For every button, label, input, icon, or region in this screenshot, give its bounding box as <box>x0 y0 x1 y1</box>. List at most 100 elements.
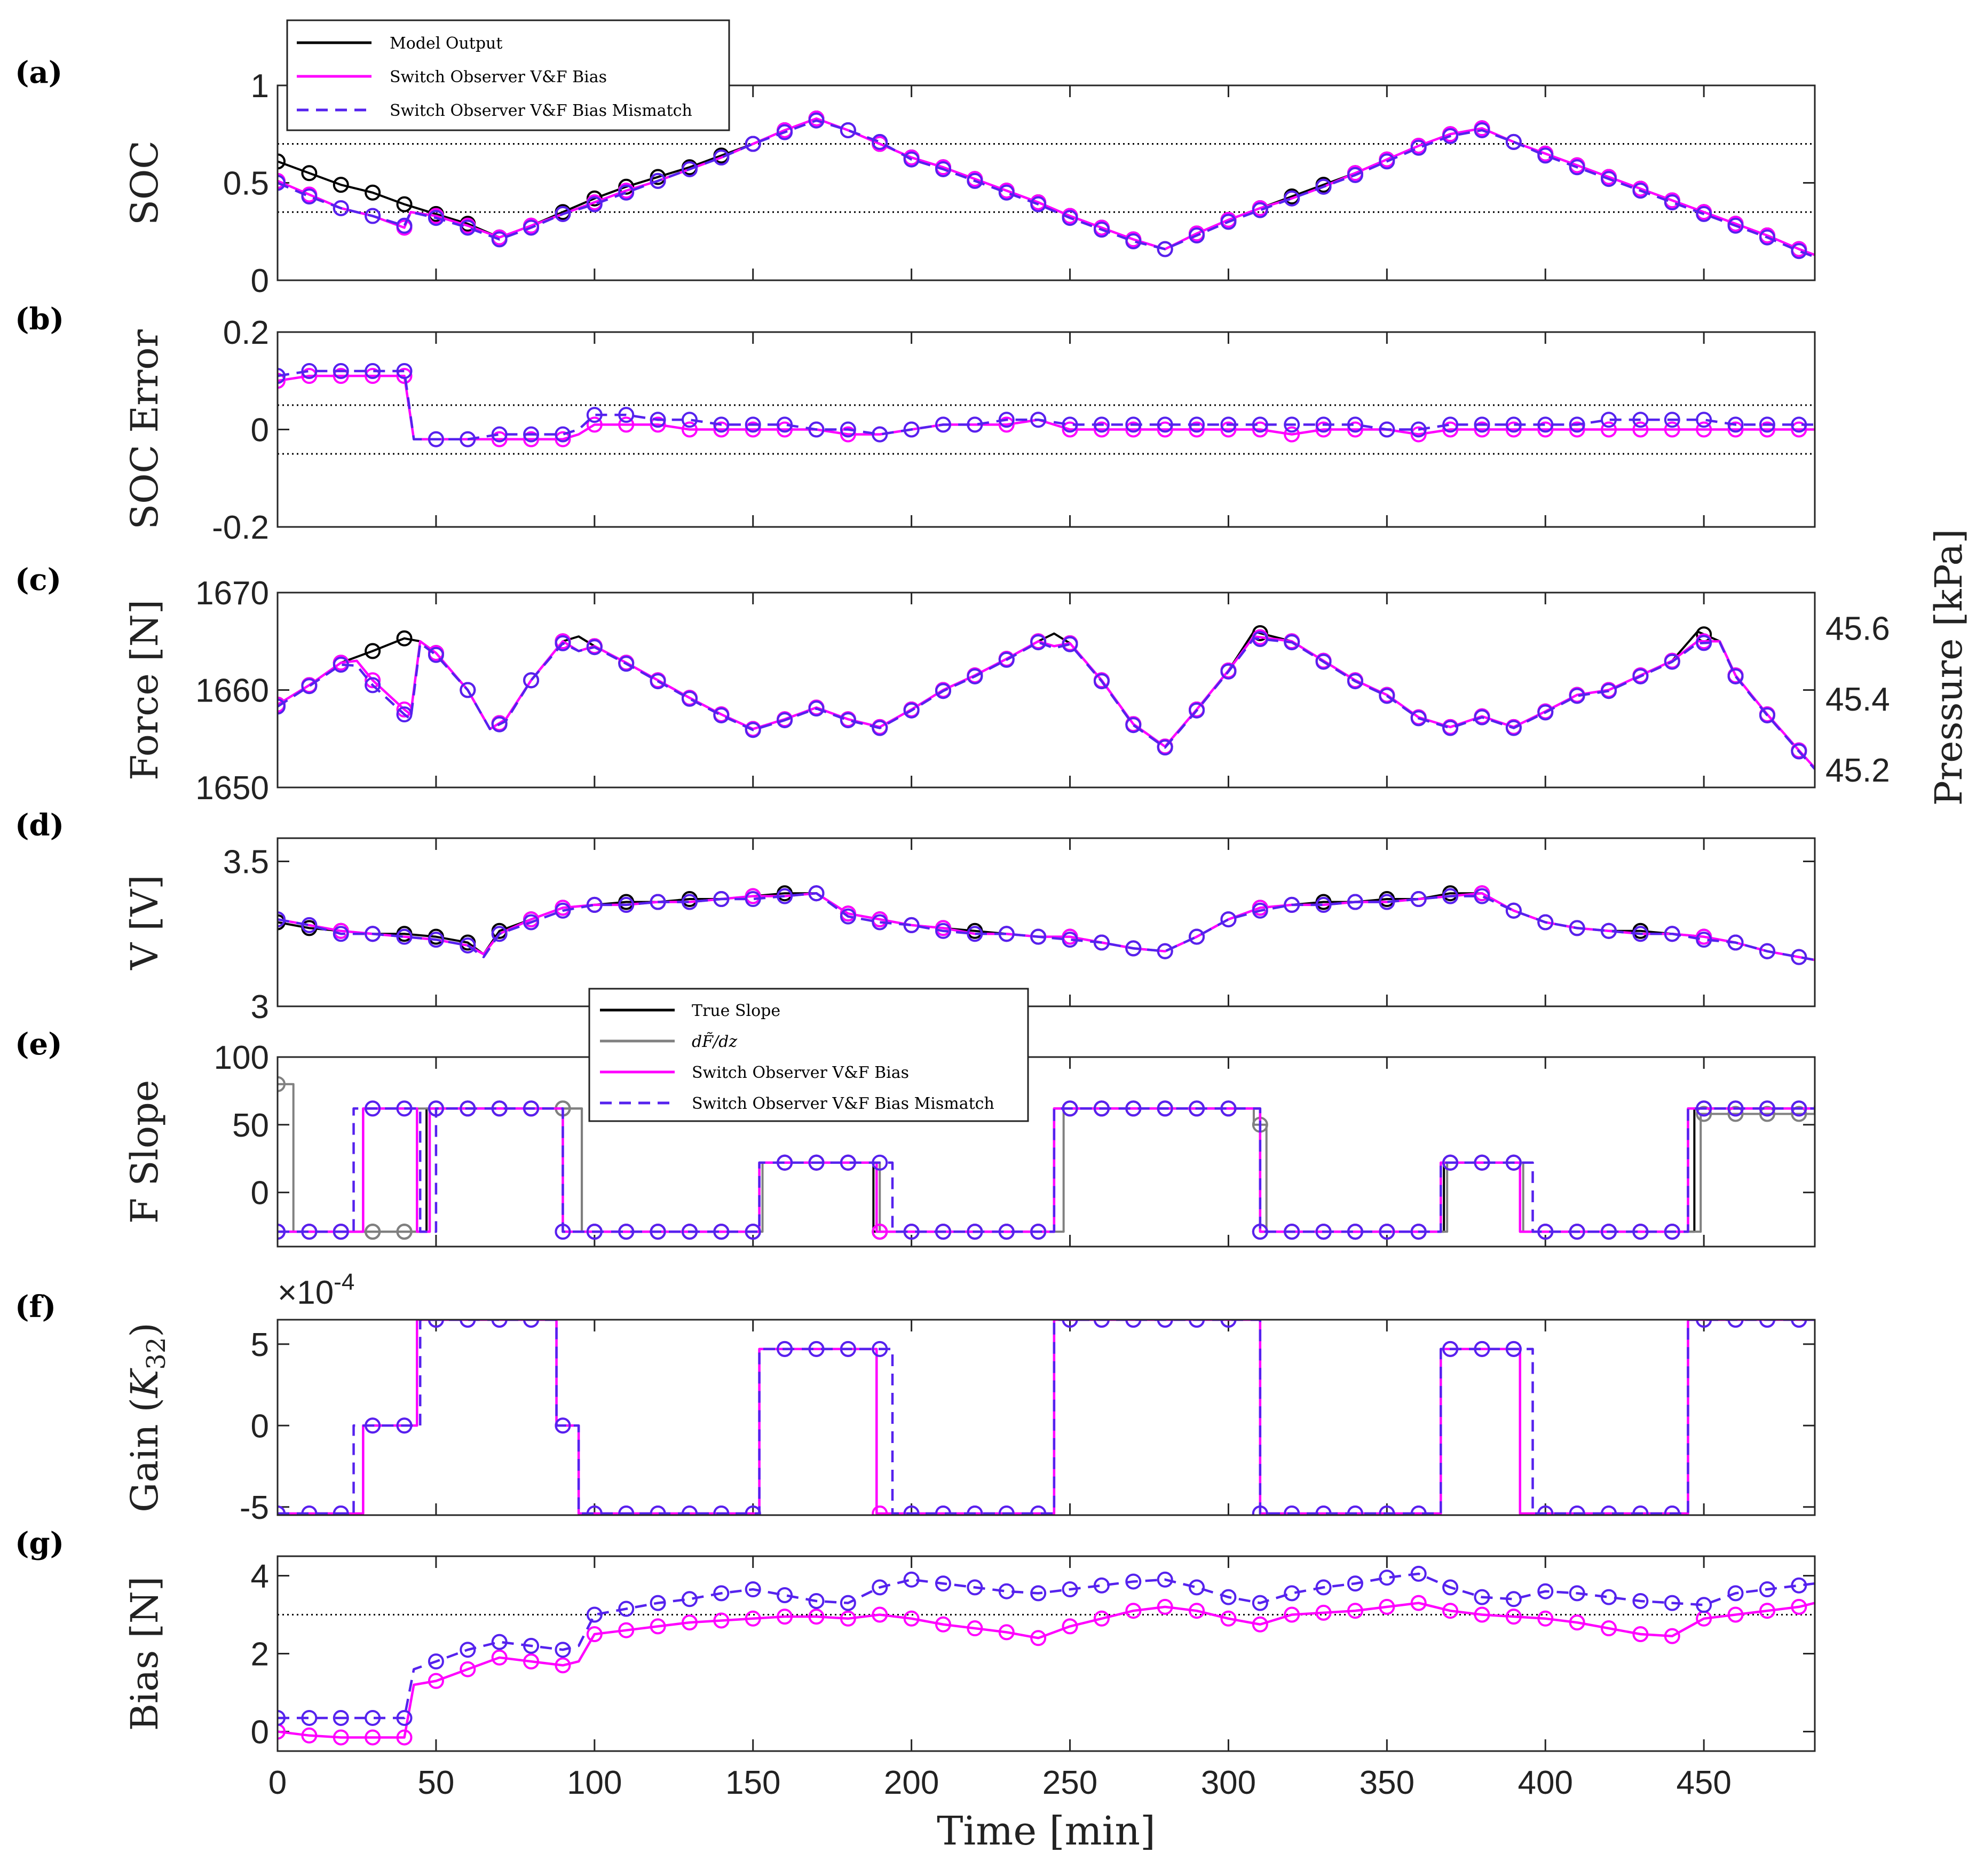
marker-f-mismatch <box>586 1505 603 1515</box>
marker-c-mismatch <box>1727 668 1744 684</box>
marker-b-observer <box>1537 421 1554 438</box>
marker-g-mismatch <box>1474 1589 1490 1605</box>
marker-e-mismatch <box>1759 1100 1775 1117</box>
marker-c-mismatch <box>903 702 920 719</box>
marker-a-mismatch <box>586 196 603 212</box>
legend-e-true-slope: True Slope <box>692 1002 780 1020</box>
marker-b-observer <box>1220 421 1237 438</box>
marker-g-observer <box>278 1723 286 1740</box>
marker-b-mismatch <box>1189 416 1205 433</box>
marker-a-mismatch <box>460 219 476 236</box>
ytick-label-a-0: 0 <box>251 263 269 299</box>
marker-b-mismatch <box>1727 416 1744 433</box>
marker-g-observer <box>1062 1618 1078 1635</box>
marker-g-observer <box>491 1649 508 1666</box>
marker-f-mismatch <box>460 1320 476 1328</box>
marker-b-mismatch <box>1315 416 1332 433</box>
marker-d-mismatch <box>1601 923 1617 939</box>
marker-a-mismatch <box>808 112 825 129</box>
series-c-observer <box>278 635 1815 769</box>
marker-g-observer <box>650 1618 666 1635</box>
marker-f-mismatch <box>1410 1505 1427 1515</box>
y-axis-label-a: SOC <box>123 140 167 225</box>
marker-a-mismatch <box>1727 217 1744 234</box>
marker-g-observer <box>1284 1606 1300 1623</box>
marker-f-mismatch <box>1157 1320 1173 1328</box>
marker-e-mismatch <box>278 1224 286 1240</box>
ytick-label-a-2: 1 <box>251 68 269 105</box>
marker-g-observer <box>1252 1616 1268 1633</box>
marker-c-mismatch <box>1410 710 1427 727</box>
marker-f-mismatch <box>428 1320 444 1328</box>
marker-f-mismatch <box>523 1320 540 1328</box>
marker-g-mismatch <box>967 1579 983 1596</box>
marker-e-mismatch <box>1601 1224 1617 1240</box>
panel-g: (g) Bias [N] 0 2 4 0 50 100 150 200 250 300 350 400 45… <box>15 1526 1816 1801</box>
marker-f-mismatch <box>1093 1320 1110 1328</box>
marker-g-mismatch <box>808 1593 825 1609</box>
axes-c <box>276 592 1816 789</box>
marker-b-mismatch <box>1442 416 1459 433</box>
marker-g-mismatch <box>365 1709 381 1726</box>
marker-f-mismatch <box>333 1505 349 1515</box>
marker-f-mismatch <box>1601 1505 1617 1515</box>
marker-g-observer <box>1569 1614 1585 1631</box>
marker-g-mismatch <box>1379 1570 1395 1586</box>
marker-e-mismatch <box>1062 1100 1078 1117</box>
marker-d-mismatch <box>555 902 571 919</box>
marker-b-observer <box>1347 421 1363 438</box>
marker-c-mismatch <box>1505 720 1522 736</box>
marker-g-observer <box>365 1729 381 1746</box>
marker-f-mismatch <box>1315 1505 1332 1515</box>
ytick-label-e-2: 100 <box>214 1039 269 1076</box>
marker-b-observer <box>1442 421 1459 438</box>
marker-e-mismatch <box>1442 1154 1459 1171</box>
marker-g-observer <box>808 1609 825 1625</box>
marker-e-mismatch <box>1410 1224 1427 1240</box>
marker-g-observer <box>1442 1603 1459 1619</box>
marker-c-mismatch <box>1379 688 1395 704</box>
marker-g-observer <box>618 1622 635 1638</box>
marker-g-mismatch <box>555 1642 571 1658</box>
marker-f-mismatch <box>1696 1320 1712 1328</box>
marker-a-mismatch <box>333 200 349 216</box>
marker-b-mismatch <box>428 431 444 447</box>
marker-b-observer <box>1315 421 1332 438</box>
marker-d-mismatch <box>713 891 730 908</box>
marker-d-mismatch <box>1157 943 1173 959</box>
xtick-label-9: 450 <box>1676 1764 1731 1801</box>
legend-a: Model Output Switch Observer V&F Bias Sw… <box>286 19 730 131</box>
marker-e-mismatch <box>935 1224 952 1240</box>
marker-c-mismatch <box>365 677 381 693</box>
marker-d-mismatch <box>428 932 444 948</box>
marker-c-mismatch <box>1759 707 1775 723</box>
xtick-label-5: 250 <box>1042 1764 1097 1801</box>
marker-c-mismatch <box>1189 702 1205 719</box>
marker-e-mismatch <box>1537 1224 1554 1240</box>
marker-a-mismatch <box>903 151 920 168</box>
marker-a-mismatch <box>1252 202 1268 218</box>
marker-b-observer <box>1601 421 1617 438</box>
y-axis-label-c: Force [N] <box>123 600 167 781</box>
marker-a-mismatch <box>396 217 413 234</box>
marker-g-observer <box>1537 1610 1554 1627</box>
marker-c-mismatch <box>586 639 603 656</box>
marker-c-mismatch <box>333 657 349 673</box>
marker-e-mismatch <box>618 1224 635 1240</box>
marker-a-mismatch <box>713 149 730 166</box>
marker-b-mismatch <box>903 421 920 438</box>
marker-e-mismatch <box>1632 1224 1649 1240</box>
marker-c-mismatch <box>278 698 286 715</box>
marker-f-mismatch <box>1030 1505 1047 1515</box>
marker-b-mismatch <box>1791 416 1807 433</box>
marker-b-mismatch <box>1505 416 1522 433</box>
marker-g-mismatch <box>1125 1573 1142 1590</box>
marker-e-mismatch <box>713 1224 730 1240</box>
marker-f-mismatch <box>681 1505 698 1515</box>
marker-c-model <box>396 630 413 647</box>
marker-b-observer <box>1759 421 1775 438</box>
marker-d-mismatch <box>278 911 286 928</box>
marker-g-mismatch <box>1157 1571 1173 1588</box>
marker-b-mismatch <box>396 363 413 379</box>
marker-e-mismatch <box>555 1224 571 1240</box>
